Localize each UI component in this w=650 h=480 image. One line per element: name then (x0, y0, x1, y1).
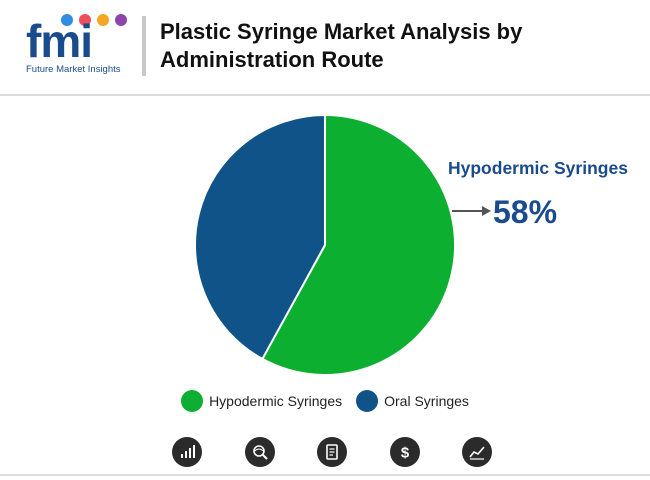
callout-label: Hypodermic Syringes (448, 158, 628, 178)
logo-subtitle: Future Market Insights (26, 64, 121, 75)
header-rule (0, 94, 650, 96)
pie-slice-hypodermic-syringes (261, 113, 456, 376)
logo-letters: fmi (26, 15, 93, 67)
page-title: Plastic Syringe Market Analysis by Admin… (160, 19, 523, 72)
legend-swatch-hypodermic (181, 390, 204, 412)
legend-swatch-oral (356, 390, 379, 412)
logo-dot-blue (61, 14, 73, 26)
legend-item-oral: Oral Syringes (356, 390, 469, 412)
logo-dot-orange (97, 14, 109, 26)
bar-chart-icon (172, 437, 202, 467)
dollar-icon: $ (389, 437, 420, 467)
legend-label-oral: Oral Syringes (384, 393, 469, 409)
footer-rule (0, 474, 650, 476)
globe-search-icon (244, 437, 275, 467)
legend: Hypodermic Syringes Oral Syringes (0, 390, 650, 412)
header-divider (142, 16, 146, 76)
logo-dots (61, 14, 127, 26)
svg-text:$: $ (400, 445, 409, 462)
trend-chart-icon (462, 437, 492, 467)
header: fmi Future Market Insights Plastic Syrin… (0, 0, 650, 94)
callout-value: 58% (493, 194, 558, 230)
logo-dot-purple (115, 14, 127, 26)
pie-slice-oral-syringes (194, 113, 326, 361)
document-icon (317, 437, 347, 467)
fmi-logo: fmi Future Market Insights (26, 12, 130, 76)
legend-label-hypodermic: Hypodermic Syringes (209, 393, 343, 409)
logo-dot-red (79, 14, 91, 26)
legend-item-hypodermic: Hypodermic Syringes (181, 390, 342, 412)
footer-icons: $ (172, 437, 492, 469)
callout-arrow-icon (452, 206, 491, 216)
